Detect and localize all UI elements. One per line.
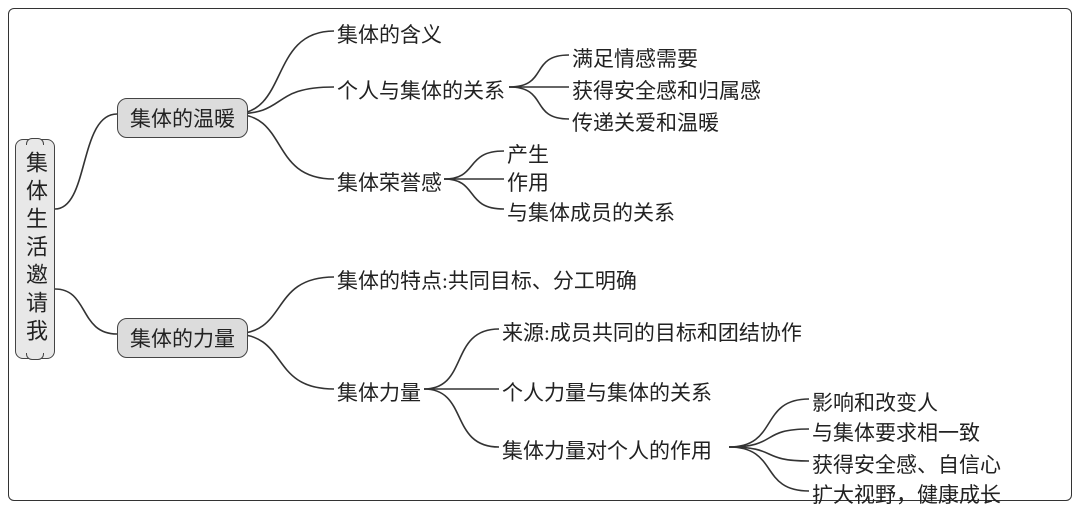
node-honor: 集体荣誉感 <box>337 167 442 197</box>
node-feature: 集体的特点:共同目标、分工明确 <box>337 265 637 295</box>
node-care: 传递关爱和温暖 <box>572 107 719 137</box>
diagram-frame: 集体生活邀请我 集体的温暖 集体的力量 集体的含义 个人与集体的关系 集体荣誉感… <box>8 8 1072 501</box>
node-safety: 获得安全感和归属感 <box>572 75 761 105</box>
root-node: 集体生活邀请我 <box>15 139 55 359</box>
node-collective-power: 集体力量 <box>337 377 421 407</box>
node-function: 作用 <box>507 167 549 197</box>
node-influence: 影响和改变人 <box>812 387 938 417</box>
branch-power: 集体的力量 <box>117 318 248 358</box>
node-member-rel: 与集体成员的关系 <box>507 197 675 227</box>
branch-warmth-label: 集体的温暖 <box>130 107 235 131</box>
node-produce: 产生 <box>507 139 549 169</box>
node-individual-rel: 个人力量与集体的关系 <box>502 377 712 407</box>
node-effect: 集体力量对个人的作用 <box>502 435 712 465</box>
root-label: 集体生活邀请我 <box>19 151 51 347</box>
branch-warmth: 集体的温暖 <box>117 98 248 138</box>
node-relation: 个人与集体的关系 <box>337 75 505 105</box>
node-meaning: 集体的含义 <box>337 19 442 49</box>
branch-power-label: 集体的力量 <box>130 327 235 351</box>
node-consistent: 与集体要求相一致 <box>812 417 980 447</box>
node-confidence: 获得安全感、自信心 <box>812 449 1001 479</box>
node-growth: 扩大视野，健康成长 <box>812 479 1001 509</box>
node-emotion: 满足情感需要 <box>572 43 698 73</box>
node-source: 来源:成员共同的目标和团结协作 <box>502 317 802 347</box>
